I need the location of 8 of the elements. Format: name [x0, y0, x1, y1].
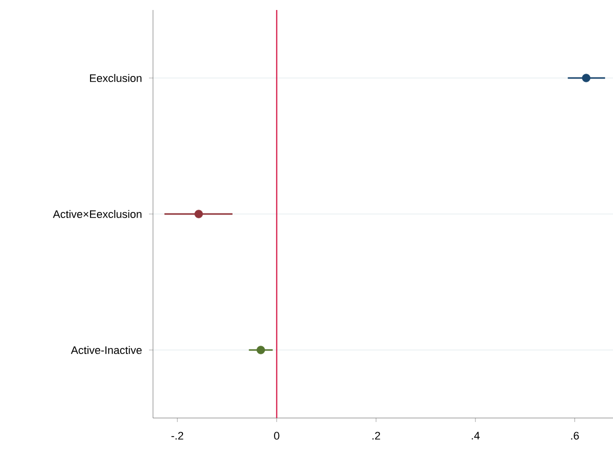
x-tick-label: -.2 — [171, 432, 184, 440]
x-tick-label: .2 — [372, 432, 380, 440]
x-tick-label: .4 — [472, 432, 480, 440]
y-tick-label: Active×Eexclusion — [52, 210, 142, 218]
x-tick-label: 0 — [274, 432, 280, 440]
x-tick-label: .6 — [571, 432, 579, 440]
y-tick-label: Active-Inactive — [70, 346, 142, 354]
y-tick-label: Eexclusion — [90, 74, 142, 82]
